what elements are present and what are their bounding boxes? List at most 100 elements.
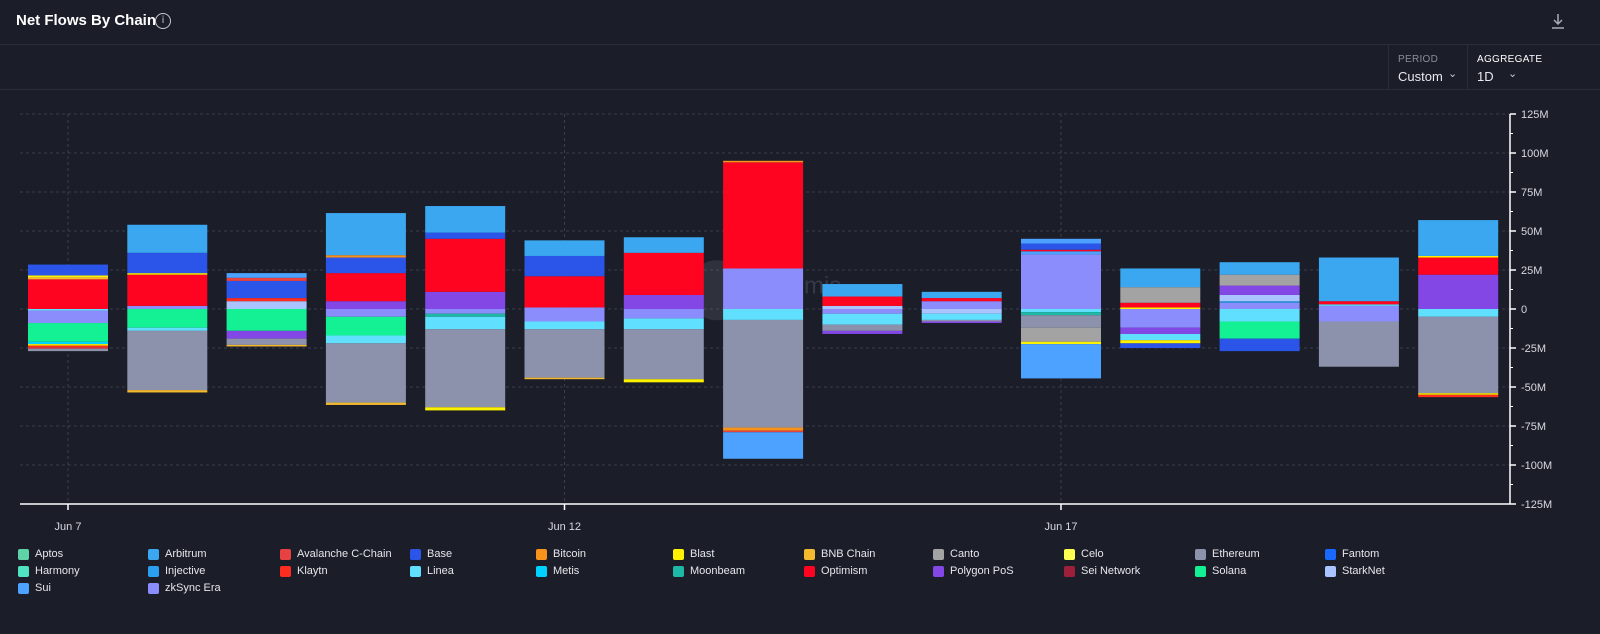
bar-segment xyxy=(1021,344,1101,379)
y-tick-label: 50M xyxy=(1521,226,1542,238)
legend-item[interactable]: Avalanche C-Chain xyxy=(280,546,392,562)
bar-segment xyxy=(1219,338,1300,352)
bar-segment xyxy=(524,307,605,309)
bar-segment xyxy=(524,240,605,256)
legend-item[interactable]: Polygon PoS xyxy=(933,563,1014,579)
legend-item[interactable]: Optimism xyxy=(804,563,867,579)
bar-segment xyxy=(425,238,506,292)
bar-segment xyxy=(28,277,108,280)
legend-label: Injective xyxy=(165,565,206,577)
y-tick-label: 75M xyxy=(1521,187,1542,199)
legend-item[interactable]: Sei Network xyxy=(1064,563,1140,579)
legend-item[interactable]: Injective xyxy=(148,563,205,579)
bar-segment xyxy=(1120,309,1201,328)
legend-item[interactable]: Aptos xyxy=(18,546,63,562)
bar-segment xyxy=(921,309,1002,314)
legend-item[interactable]: Metis xyxy=(536,563,579,579)
y-tick-label: 125M xyxy=(1521,109,1549,121)
bar-segment xyxy=(623,309,704,319)
legend-item[interactable]: Blast xyxy=(673,546,714,562)
bar-segment xyxy=(1318,309,1399,322)
bar-segment xyxy=(127,330,208,391)
bar-segment xyxy=(325,255,406,258)
aggregate-selector[interactable]: AGGREGATE 1D ⌄ xyxy=(1467,45,1565,89)
legend-item[interactable]: Linea xyxy=(410,563,454,579)
period-value[interactable]: Custom xyxy=(1398,69,1443,84)
chevron-down-icon[interactable]: ⌄ xyxy=(1508,67,1518,80)
legend-item[interactable]: BNB Chain xyxy=(804,546,875,562)
bar-segment xyxy=(28,279,108,309)
bar-segment xyxy=(822,309,903,314)
bar-segment xyxy=(1318,304,1399,306)
bar-segment xyxy=(28,347,108,349)
bar-segment xyxy=(1021,327,1101,342)
bar-segment xyxy=(723,160,804,163)
legend-item[interactable]: Sui xyxy=(18,580,51,596)
bar-segment xyxy=(425,206,506,233)
bar-segment xyxy=(1219,274,1300,286)
y-tick-label: 100M xyxy=(1521,148,1549,160)
legend-swatch xyxy=(280,565,291,577)
legend-label: Avalanche C-Chain xyxy=(297,548,392,560)
bar-segment xyxy=(623,237,704,253)
bar-segment xyxy=(1021,309,1101,313)
legend-swatch xyxy=(933,548,944,560)
legend-item[interactable]: Bitcoin xyxy=(536,546,586,562)
legend-label: Klaytn xyxy=(297,565,328,577)
bar-segment xyxy=(822,296,903,306)
legend-label: Metis xyxy=(553,565,580,577)
legend-label: Sui xyxy=(35,582,51,594)
aggregate-value[interactable]: 1D xyxy=(1477,69,1494,84)
bar-segment xyxy=(1120,268,1201,288)
bar-segment xyxy=(127,224,208,253)
legend-item[interactable]: Celo xyxy=(1064,546,1104,562)
legend-item[interactable]: StarkNet xyxy=(1325,563,1385,579)
period-selector[interactable]: PERIOD Custom ⌄ xyxy=(1388,45,1467,89)
legend-label: Optimism xyxy=(821,565,868,577)
legend-item[interactable]: Fantom xyxy=(1325,546,1379,562)
legend-item[interactable]: Harmony xyxy=(18,563,80,579)
bar-segment xyxy=(822,305,903,309)
bar-segment xyxy=(723,309,804,320)
bar-segment xyxy=(1418,257,1499,275)
bar-segment xyxy=(524,255,605,277)
download-icon[interactable] xyxy=(1550,13,1566,31)
y-tick-label: -50M xyxy=(1521,382,1546,394)
panel-header: Net Flows By Chain i xyxy=(0,0,1600,45)
bar-segment xyxy=(28,309,108,311)
bar-segment xyxy=(226,344,307,347)
legend-label: Celo xyxy=(1081,548,1104,560)
info-icon[interactable]: i xyxy=(155,13,171,29)
y-tick-label: -25M xyxy=(1521,343,1546,355)
bar-segment xyxy=(28,275,108,278)
bar-segment xyxy=(226,338,307,345)
legend-swatch xyxy=(148,548,159,560)
legend-item[interactable]: Moonbeam xyxy=(673,563,745,579)
chevron-down-icon[interactable]: ⌄ xyxy=(1448,67,1458,80)
legend-item[interactable]: zkSync Era xyxy=(148,580,221,596)
legend-label: Harmony xyxy=(35,565,80,577)
legend-swatch xyxy=(18,565,29,577)
bar-segment xyxy=(1418,393,1499,395)
x-tick-label: Jun 7 xyxy=(55,521,82,533)
legend-item[interactable]: Klaytn xyxy=(280,563,328,579)
bar-segment xyxy=(1418,394,1499,398)
legend-swatch xyxy=(933,565,944,577)
bar-segment xyxy=(325,402,406,405)
legend-swatch xyxy=(1064,548,1075,560)
bar-segment xyxy=(1418,274,1499,309)
legend-item[interactable]: Solana xyxy=(1195,563,1246,579)
legend-item[interactable]: Ethereum xyxy=(1195,546,1260,562)
legend-item[interactable]: Base xyxy=(410,546,452,562)
chart-controls: PERIOD Custom ⌄ AGGREGATE 1D ⌄ xyxy=(0,45,1600,90)
legend-item[interactable]: Canto xyxy=(933,546,979,562)
legend-label: BNB Chain xyxy=(821,548,876,560)
bar-segment xyxy=(1318,301,1399,305)
legend-swatch xyxy=(18,548,29,560)
bar-segment xyxy=(1418,220,1499,256)
bar-segment xyxy=(1021,249,1101,252)
bar-segment xyxy=(623,318,704,330)
legend-item[interactable]: Arbitrum xyxy=(148,546,207,562)
legend-label: Moonbeam xyxy=(690,565,746,577)
x-tick-label: Jun 17 xyxy=(1044,521,1077,533)
